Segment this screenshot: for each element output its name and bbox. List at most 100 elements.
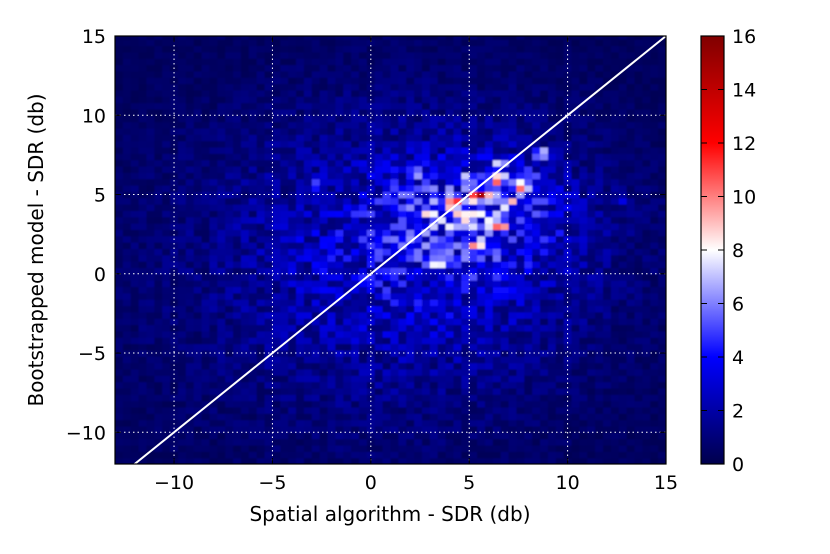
heatmap-cell: [154, 254, 163, 262]
heatmap-cell: [500, 172, 510, 180]
heatmap-cell: [351, 153, 360, 161]
heatmap-cell: [177, 102, 187, 110]
heatmap-cell: [319, 254, 329, 262]
heatmap-cell: [453, 432, 462, 440]
heatmap-cell: [398, 292, 407, 300]
heatmap-cell: [626, 248, 636, 256]
heatmap-cell: [532, 387, 541, 395]
heatmap-cell: [555, 45, 565, 53]
heatmap-cell: [248, 387, 258, 395]
heatmap-cell: [256, 83, 266, 91]
heatmap-cell: [177, 89, 187, 97]
heatmap-cell: [209, 406, 218, 414]
heatmap-cell: [382, 419, 392, 427]
heatmap-cell: [437, 70, 447, 78]
heatmap-cell: [453, 286, 462, 294]
heatmap-cell: [193, 425, 203, 433]
heatmap-cell: [335, 330, 344, 338]
heatmap-cell: [256, 248, 266, 256]
heatmap-cell: [225, 58, 234, 66]
heatmap-cell: [484, 140, 494, 148]
heatmap-cell: [335, 286, 344, 294]
heatmap-cell: [248, 159, 258, 167]
heatmap-cell: [437, 318, 447, 326]
heatmap-cell: [138, 58, 148, 66]
heatmap-cell: [563, 146, 573, 154]
heatmap-cell: [217, 292, 226, 300]
heatmap-cell: [303, 280, 313, 288]
heatmap-cell: [406, 330, 415, 338]
heatmap-cell: [217, 140, 226, 148]
heatmap-cell: [587, 210, 596, 218]
heatmap-cell: [327, 77, 336, 85]
heatmap-cell: [524, 242, 533, 250]
heatmap-cell: [658, 197, 666, 205]
heatmap-cell: [610, 451, 620, 459]
heatmap-cell: [248, 96, 258, 104]
heatmap-cell: [335, 425, 344, 433]
heatmap-cell: [146, 375, 155, 383]
y-tick-label: 5: [94, 185, 106, 207]
heatmap-cell: [272, 140, 281, 148]
heatmap-cell: [193, 153, 203, 161]
heatmap-cell: [571, 343, 581, 351]
heatmap-cell: [492, 36, 502, 40]
heatmap-cell: [327, 406, 336, 414]
heatmap-cell: [658, 261, 666, 269]
heatmap-cell: [500, 197, 510, 205]
heatmap-cell: [390, 146, 399, 154]
heatmap-cell: [469, 223, 478, 230]
heatmap-cell: [650, 102, 659, 110]
heatmap-cell: [374, 172, 384, 180]
heatmap-cell: [421, 280, 431, 288]
heatmap-cell: [272, 432, 281, 440]
heatmap-cell: [335, 108, 344, 116]
heatmap-cell: [138, 102, 148, 110]
heatmap-cell: [288, 127, 297, 135]
heatmap-cell: [319, 70, 329, 78]
heatmap-cell: [311, 58, 321, 66]
heatmap-cell: [154, 324, 163, 332]
heatmap-cell: [516, 89, 525, 97]
heatmap-cell: [115, 337, 124, 345]
x-tick-label: 0: [365, 472, 377, 494]
heatmap-cell: [256, 115, 266, 123]
heatmap-cell: [185, 337, 195, 345]
heatmap-cell: [374, 58, 384, 66]
heatmap-cell: [579, 425, 588, 433]
heatmap-cell: [414, 318, 423, 326]
heatmap-cell: [595, 36, 604, 40]
heatmap-cell: [359, 223, 368, 230]
heatmap-cell: [398, 305, 407, 313]
heatmap-cell: [398, 223, 407, 230]
heatmap-cell: [209, 356, 218, 364]
heatmap-cell: [477, 387, 486, 395]
heatmap-cell: [335, 438, 344, 446]
heatmap-cell: [209, 438, 218, 446]
heatmap-cell: [201, 146, 211, 154]
heatmap-cell: [115, 210, 124, 218]
heatmap-cell: [374, 299, 384, 307]
heatmap-cell: [288, 394, 297, 402]
heatmap-cell: [296, 70, 305, 78]
heatmap-cell: [626, 400, 636, 408]
heatmap-cell: [280, 432, 289, 440]
heatmap-cell: [303, 356, 313, 364]
heatmap-cell: [587, 223, 596, 230]
heatmap-cell: [280, 381, 289, 389]
heatmap-cell: [469, 64, 478, 72]
heatmap-cell: [335, 337, 344, 345]
heatmap-cell: [130, 432, 140, 440]
heatmap-cell: [201, 337, 211, 345]
heatmap-cell: [217, 419, 226, 427]
heatmap-cell: [610, 197, 620, 205]
heatmap-cell: [209, 299, 218, 307]
heatmap-cell: [587, 45, 596, 53]
heatmap-cell: [296, 36, 305, 40]
heatmap-cell: [484, 261, 494, 269]
heatmap-cell: [272, 311, 281, 319]
heatmap-cell: [437, 58, 447, 66]
heatmap-cell: [115, 223, 124, 230]
heatmap-cell: [406, 159, 415, 167]
heatmap-cell: [445, 242, 455, 250]
